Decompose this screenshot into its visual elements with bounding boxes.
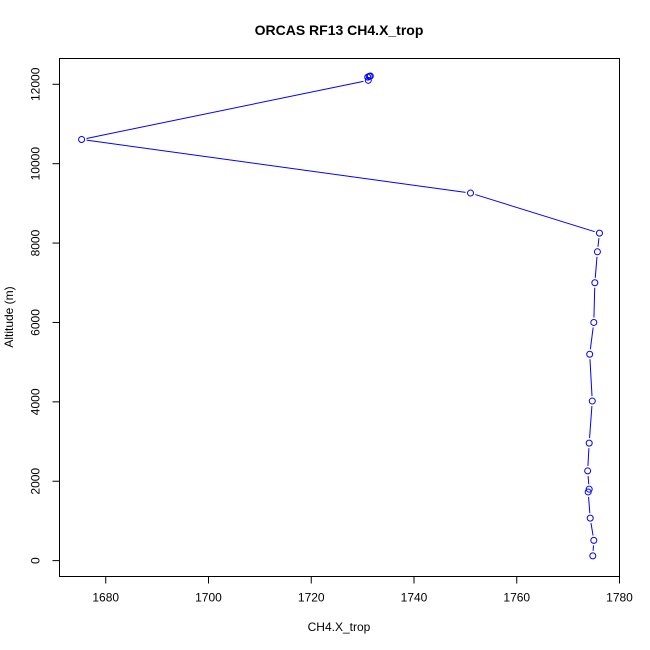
x-axis: 1680 1700 1720 1740 1760 1780 [92, 576, 633, 605]
series-segment [589, 359, 593, 397]
data-point [585, 439, 593, 447]
data-point [467, 189, 475, 197]
series-segment [597, 238, 600, 247]
y-tick-label: 12000 [29, 67, 43, 101]
data-point [585, 485, 593, 493]
x-tick-label: 1740 [401, 591, 428, 605]
data-point [591, 279, 599, 287]
series-segment [588, 496, 591, 514]
y-axis: 0 2000 4000 6000 8000 10000 12000 [29, 67, 60, 564]
series-segment [587, 475, 590, 485]
y-axis-label: Altitude (m) [2, 286, 16, 347]
data-point [588, 397, 596, 405]
series-segment [589, 406, 593, 439]
x-tick-label: 1720 [298, 591, 325, 605]
series-segment [593, 287, 596, 318]
data-point [590, 318, 598, 326]
y-tick-label: 0 [29, 557, 43, 564]
data-point [584, 467, 592, 475]
series-segment [86, 80, 364, 139]
x-tick-label: 1760 [503, 591, 530, 605]
data-point [78, 135, 86, 143]
x-tick-label: 1780 [606, 591, 633, 605]
y-tick-label: 2000 [29, 468, 43, 495]
y-tick-label: 4000 [29, 388, 43, 415]
series-ch4 [78, 72, 603, 560]
y-tick-label: 6000 [29, 309, 43, 336]
series-segment [587, 448, 590, 466]
series-segment [594, 256, 598, 278]
series-segment [589, 327, 594, 350]
data-point [586, 350, 594, 358]
series-segment [590, 523, 594, 536]
series-segment [475, 194, 595, 233]
series-segment [86, 139, 466, 193]
x-tick-label: 1680 [92, 591, 119, 605]
data-point [595, 229, 603, 237]
data-point [366, 72, 374, 80]
x-tick-label: 1700 [195, 591, 222, 605]
plot-area-frame [59, 58, 620, 577]
chart-title: ORCAS RF13 CH4.X_trop [255, 22, 424, 38]
y-tick-label: 10000 [29, 147, 43, 181]
x-axis-label: CH4.X_trop [308, 620, 371, 634]
data-point [590, 536, 598, 544]
data-point [589, 552, 597, 560]
data-point [593, 248, 601, 256]
y-tick-label: 8000 [29, 229, 43, 256]
data-point [586, 514, 594, 522]
data-point [364, 76, 372, 84]
